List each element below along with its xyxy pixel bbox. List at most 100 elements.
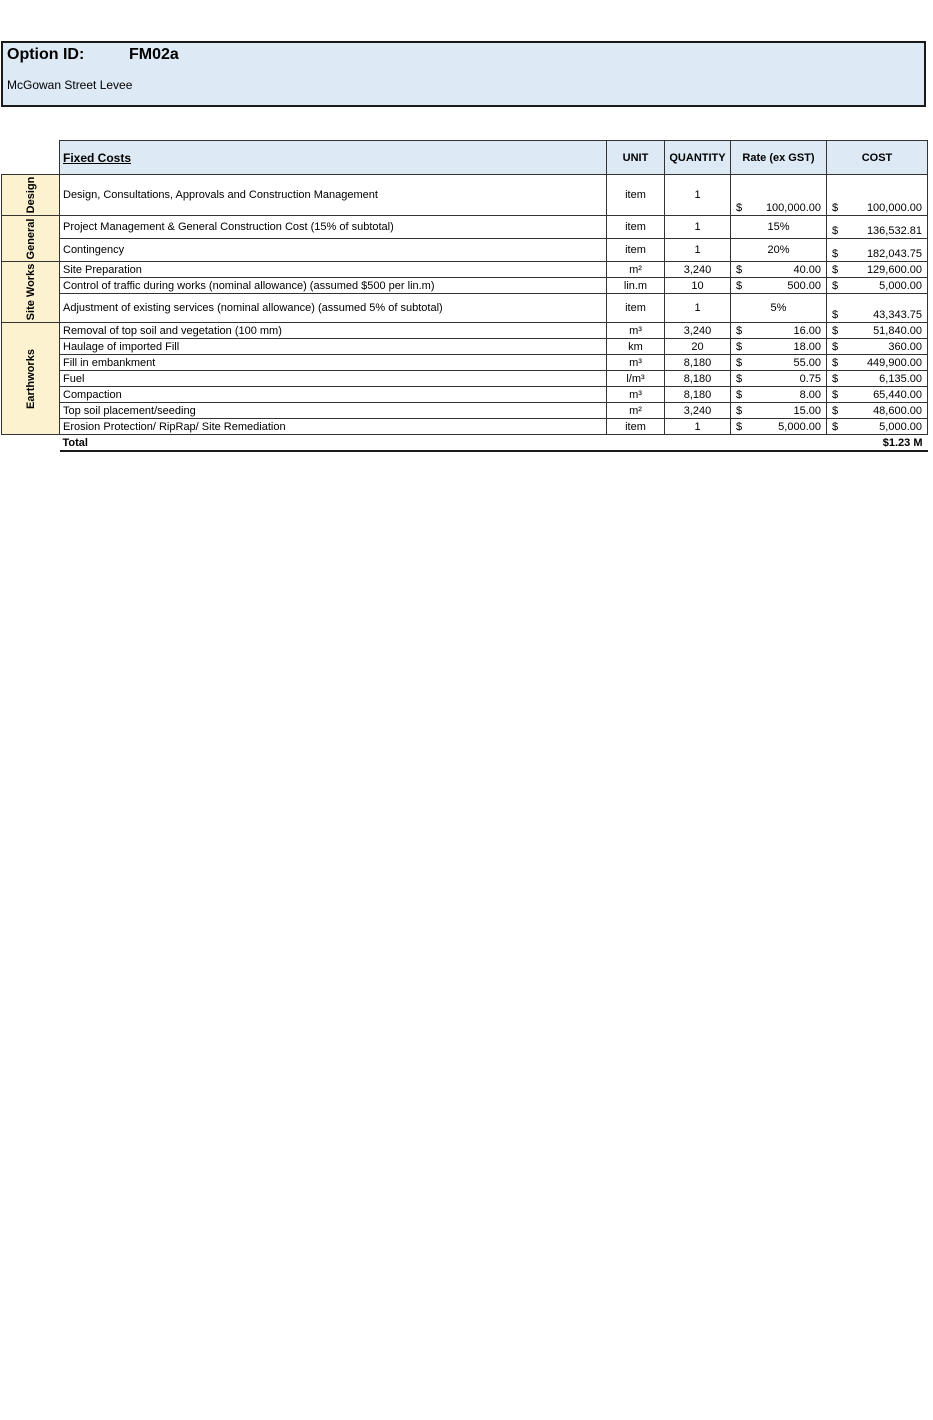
row-unit: item: [606, 215, 665, 239]
total-filler: [664, 434, 731, 452]
row-description: Site Preparation: [59, 261, 607, 278]
cost-value: 65,440.00: [873, 388, 922, 401]
option-id-value: FM02a: [129, 46, 179, 63]
rate-value: 18.00: [793, 340, 821, 353]
total-spacer: [2, 435, 60, 452]
rate-value: 5,000.00: [778, 420, 821, 433]
column-header-description: Fixed Costs: [59, 140, 607, 175]
cost-value: 136,532.81: [866, 225, 922, 237]
total-filler: [606, 434, 665, 452]
row-unit: km: [606, 338, 665, 355]
row-unit: m³: [606, 354, 665, 371]
rate-value: 500.00: [787, 279, 821, 292]
row-rate: 5%: [730, 293, 827, 323]
row-quantity: 1: [664, 238, 731, 262]
table-row: Fill in embankment m³ 8,180 $55.00 $449,…: [2, 354, 928, 371]
row-description: Top soil placement/seeding: [59, 402, 607, 419]
currency-symbol: $: [736, 324, 743, 337]
row-unit: m³: [606, 322, 665, 339]
currency-symbol: $: [832, 372, 839, 385]
category-label: Earthworks: [24, 348, 37, 409]
currency-symbol: $: [736, 356, 743, 369]
row-quantity: 1: [664, 418, 731, 435]
fixed-costs-table: Fixed Costs UNIT QUANTITY Rate (ex GST) …: [1, 140, 928, 452]
currency-symbol: $: [736, 263, 743, 276]
currency-symbol: $: [832, 356, 839, 369]
row-rate: $15.00: [730, 402, 827, 419]
cost-value: 182,043.75: [866, 248, 922, 260]
column-header-unit: UNIT: [606, 140, 665, 175]
category-label: Design: [24, 176, 37, 214]
row-cost: $5,000.00: [826, 418, 928, 435]
currency-symbol: $: [832, 340, 839, 353]
currency-symbol: $: [832, 248, 839, 260]
currency-symbol: $: [736, 340, 743, 353]
row-cost: $6,135.00: [826, 370, 928, 387]
table-header-row: Fixed Costs UNIT QUANTITY Rate (ex GST) …: [1, 140, 928, 175]
currency-symbol: $: [832, 324, 839, 337]
row-rate: $55.00: [730, 354, 827, 371]
row-description: Control of traffic during works (nominal…: [59, 277, 607, 294]
row-cost: $65,440.00: [826, 386, 928, 403]
row-rate: $18.00: [730, 338, 827, 355]
row-cost: $129,600.00: [826, 261, 928, 278]
row-quantity: 8,180: [664, 386, 731, 403]
row-unit: item: [606, 174, 665, 216]
cost-value: 449,900.00: [866, 356, 922, 369]
currency-symbol: $: [736, 404, 743, 417]
total-label: Total: [59, 434, 607, 452]
row-description: Removal of top soil and vegetation (100 …: [59, 322, 607, 339]
cost-value: 129,600.00: [866, 263, 922, 276]
cost-value: 5,000.00: [879, 279, 922, 292]
row-description: Contingency: [59, 238, 607, 262]
row-description: Adjustment of existing services (nominal…: [59, 293, 607, 323]
row-description: Project Management & General Constructio…: [59, 215, 607, 239]
row-rate: $40.00: [730, 261, 827, 278]
row-cost: $5,000.00: [826, 277, 928, 294]
currency-symbol: $: [832, 404, 839, 417]
row-quantity: 1: [664, 293, 731, 323]
table-row: Fuel l/m³ 8,180 $0.75 $6,135.00: [2, 370, 928, 387]
currency-symbol: $: [832, 309, 839, 321]
cost-value: 5,000.00: [879, 420, 922, 433]
row-quantity: 8,180: [664, 354, 731, 371]
currency-symbol: $: [832, 225, 839, 237]
cost-value: 6,135.00: [879, 372, 922, 385]
row-quantity: 3,240: [664, 261, 731, 278]
total-value: $1.23 M: [826, 434, 928, 452]
row-quantity: 1: [664, 174, 731, 216]
table-row: Contingency item 1 20% $182,043.75: [2, 238, 928, 262]
column-header-quantity: QUANTITY: [664, 140, 731, 175]
row-description: Haulage of imported Fill: [59, 338, 607, 355]
row-cost: $360.00: [826, 338, 928, 355]
row-rate: 15%: [730, 215, 827, 239]
column-header-rate: Rate (ex GST): [730, 140, 827, 175]
row-quantity: 3,240: [664, 402, 731, 419]
currency-symbol: $: [832, 202, 839, 214]
currency-symbol: $: [736, 372, 743, 385]
rate-value: 0.75: [799, 372, 821, 385]
table-row: Erosion Protection/ RipRap/ Site Remedia…: [2, 418, 928, 435]
total-filler: [730, 434, 827, 452]
currency-symbol: $: [832, 279, 839, 292]
row-description: Erosion Protection/ RipRap/ Site Remedia…: [59, 418, 607, 435]
rate-value: 5%: [770, 302, 787, 314]
row-cost: $100,000.00: [826, 174, 928, 216]
rate-value: 100,000.00: [765, 202, 821, 214]
row-cost: $182,043.75: [826, 238, 928, 262]
row-description: Design, Consultations, Approvals and Con…: [59, 174, 607, 216]
currency-symbol: $: [736, 420, 743, 433]
row-quantity: 3,240: [664, 322, 731, 339]
option-header: Option ID: FM02a McGowan Street Levee: [1, 41, 926, 107]
cost-value: 51,840.00: [873, 324, 922, 337]
table-row: Top soil placement/seeding m² 3,240 $15.…: [2, 402, 928, 419]
cost-value: 43,343.75: [873, 309, 922, 321]
row-unit: item: [606, 293, 665, 323]
rate-value: 55.00: [793, 356, 821, 369]
row-rate: $500.00: [730, 277, 827, 294]
category-label: General: [24, 218, 37, 259]
table-row: Adjustment of existing services (nominal…: [2, 293, 928, 323]
currency-symbol: $: [832, 388, 839, 401]
header-spacer: [1, 140, 60, 175]
table-row: Haulage of imported Fill km 20 $18.00 $3…: [2, 338, 928, 355]
